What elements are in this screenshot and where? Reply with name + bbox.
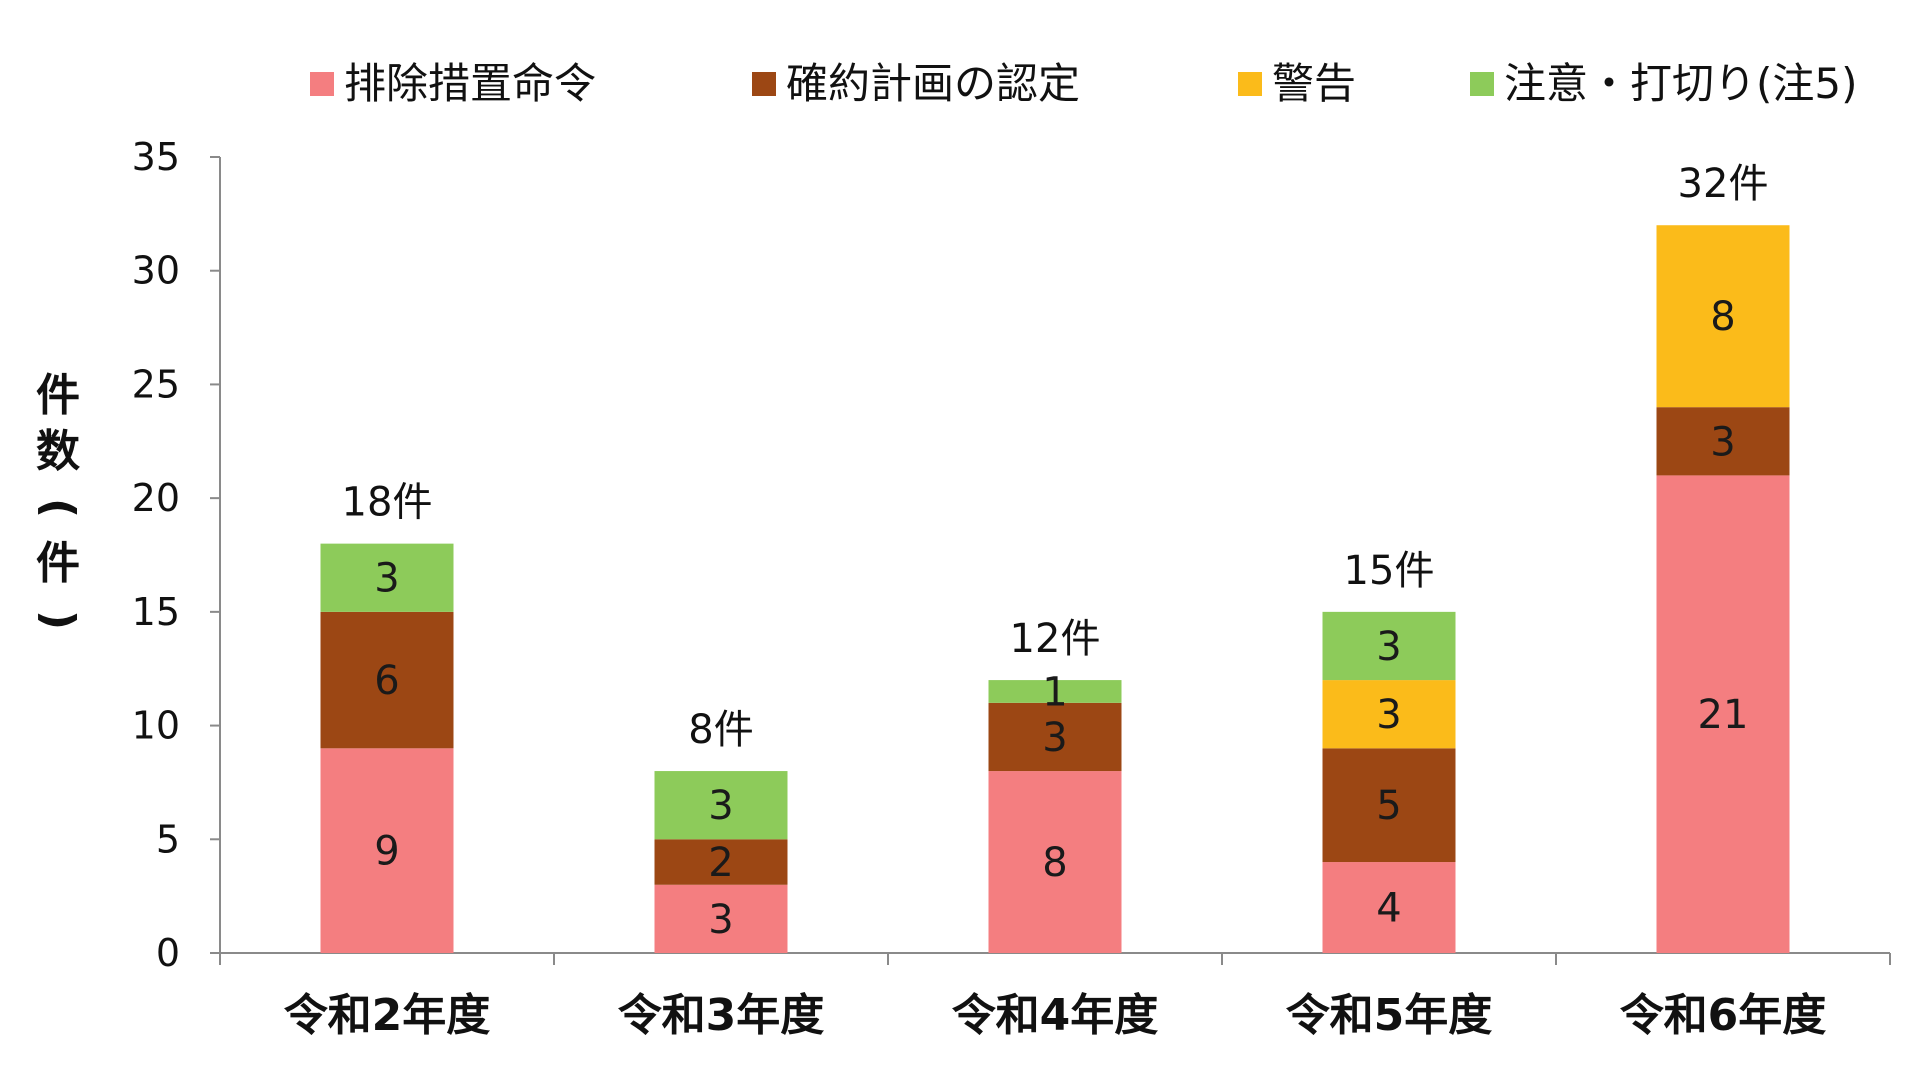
- y-axis-label-char: (: [33, 498, 84, 518]
- y-tick-label: 30: [132, 249, 180, 293]
- x-category-label: 令和3年度: [618, 990, 825, 1041]
- legend-swatch: [310, 72, 334, 96]
- legend-swatch: [752, 72, 776, 96]
- bar-segment: [654, 771, 788, 840]
- y-tick-label: 10: [132, 704, 180, 748]
- bar-data-label: 3: [374, 556, 399, 602]
- legend-item: 排除措置命令: [310, 59, 596, 108]
- bar-segment: [1322, 611, 1456, 681]
- legend-item: 注意・打切り(注5): [1470, 59, 1858, 108]
- y-tick-label: 20: [132, 476, 180, 520]
- legend: 排除措置命令 確約計画の認定 警告 注意・打切り(注5): [310, 59, 1858, 108]
- bar-data-label: 3: [708, 783, 733, 829]
- legend-swatch: [1470, 72, 1494, 96]
- legend-item: 警告: [1238, 59, 1356, 108]
- bar-data-label: 3: [1042, 715, 1067, 761]
- bar-data-label: 3: [708, 897, 733, 943]
- bar-segment: [320, 748, 454, 953]
- legend-label: 注意・打切り(注5): [1504, 59, 1858, 108]
- bar-data-label: 3: [1710, 419, 1735, 465]
- x-category-label: 令和2年度: [284, 990, 491, 1041]
- bar-segment: [1656, 475, 1790, 953]
- bar-segment: [654, 839, 788, 885]
- bar-segment: [320, 611, 454, 749]
- bar-data-label: 8: [1710, 294, 1735, 340]
- bar-data-label: 1: [1042, 669, 1067, 715]
- y-axis-label-char: 件: [36, 538, 80, 589]
- x-category-label: 令和4年度: [952, 990, 1159, 1041]
- bar-data-label: 6: [374, 658, 399, 704]
- y-tick-label: 0: [156, 931, 180, 975]
- bar-data-label: 3: [1376, 624, 1401, 670]
- legend-label: 排除措置命令: [344, 59, 596, 108]
- bar-segment: [988, 702, 1122, 772]
- legend-swatch: [1238, 72, 1262, 96]
- bar-data-label: 8: [1042, 840, 1067, 886]
- legend-item: 確約計画の認定: [752, 59, 1080, 108]
- bar-data-label: 5: [1376, 783, 1401, 829]
- x-category-label: 令和5年度: [1286, 990, 1493, 1041]
- bar-data-label: 9: [374, 829, 399, 875]
- bar-segment: [320, 543, 454, 612]
- bar-segment: [1656, 407, 1790, 476]
- bar-segment: [1322, 748, 1456, 863]
- bar-total-label: 8件: [688, 707, 753, 753]
- bar-segment: [988, 680, 1122, 703]
- y-tick-label: 15: [132, 590, 180, 634]
- y-tick-label: 35: [132, 135, 180, 179]
- y-axis-label-char: 件: [36, 370, 80, 421]
- bar-total-label: 12件: [1010, 616, 1101, 662]
- bar-segment: [988, 771, 1122, 953]
- bar-total-label: 18件: [342, 480, 433, 526]
- bar-data-label: 2: [708, 840, 733, 886]
- y-axis-label-char: 数: [36, 426, 80, 477]
- y-axis-label: 件数(件): [33, 370, 84, 630]
- bar-stack: 8 31 12件: [988, 616, 1122, 953]
- bar-stack: 3 2 3 8件: [654, 707, 788, 953]
- bar-stack: 9 6 3 18件: [320, 480, 454, 953]
- legend-label: 警告: [1272, 59, 1356, 108]
- legend-label: 確約計画の認定: [786, 59, 1080, 108]
- bar-segment: [1322, 680, 1456, 749]
- bar-data-label: 3: [1376, 692, 1401, 738]
- x-category-label: 令和6年度: [1620, 990, 1827, 1041]
- bar-segment: [1322, 862, 1456, 953]
- bar-total-label: 15件: [1344, 548, 1435, 594]
- bar-stack: 4 5 3 3 15件: [1322, 548, 1456, 953]
- bar-data-label: 21: [1698, 692, 1749, 738]
- y-tick-label: 25: [132, 362, 180, 406]
- bar-data-label: 4: [1376, 886, 1401, 932]
- y-axis: 0 5 10 15 20 25 30 35: [132, 135, 221, 975]
- bar-segment: [654, 884, 788, 953]
- bar-segment: [1656, 225, 1790, 408]
- bar-total-label: 32件: [1678, 161, 1769, 207]
- y-tick-label: 5: [156, 817, 180, 861]
- x-axis: 令和2年度 令和3年度 令和4年度 令和5年度 令和6年度: [219, 952, 1891, 1041]
- y-axis-label-char: ): [33, 610, 84, 630]
- bar-stack: 21 3 8 32件: [1656, 161, 1790, 953]
